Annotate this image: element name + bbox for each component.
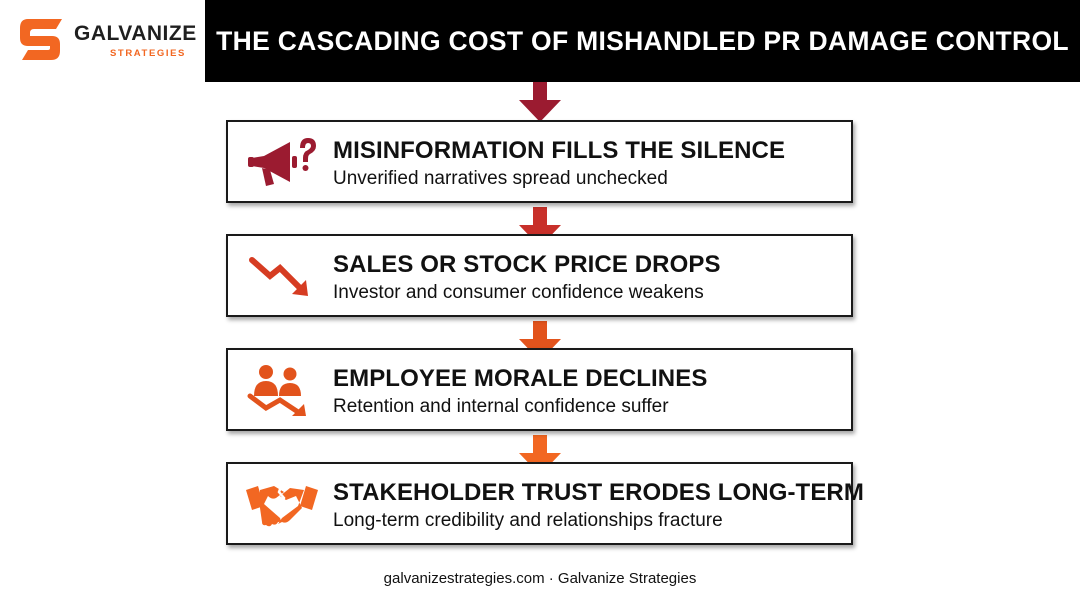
brand-tagline: STRATEGIES <box>110 48 186 59</box>
step-box-sales-drop: SALES OR STOCK PRICE DROPS Investor and … <box>226 234 853 317</box>
down-arrow-icon <box>519 207 561 247</box>
title-banner: THE CASCADING COST OF MISHANDLED PR DAMA… <box>205 0 1080 82</box>
step-heading: SALES OR STOCK PRICE DROPS <box>333 251 721 278</box>
footer-credit: galvanizestrategies.com · Galvanize Stra… <box>383 570 697 587</box>
brand-logo: GALVANIZE STRATEGIES <box>18 14 198 70</box>
page-title: THE CASCADING COST OF MISHANDLED PR DAMA… <box>216 25 1069 56</box>
step-heading: STAKEHOLDER TRUST ERODES LONG-TERM <box>333 479 864 506</box>
step-heading: MISINFORMATION FILLS THE SILENCE <box>333 137 786 164</box>
people-decline-icon <box>247 365 306 416</box>
brand-name: GALVANIZE <box>74 22 197 45</box>
step-description: Investor and consumer confidence weakens <box>333 282 704 303</box>
megaphone-question-icon <box>248 138 316 186</box>
step-box-morale: EMPLOYEE MORALE DECLINES Retention and i… <box>226 348 853 431</box>
step-box-trust: STAKEHOLDER TRUST ERODES LONG-TERM Long-… <box>226 462 864 545</box>
down-arrow-icon <box>519 82 561 122</box>
step-box-misinformation: MISINFORMATION FILLS THE SILENCE Unverif… <box>226 120 853 203</box>
downtrend-arrow-icon <box>249 257 308 296</box>
down-arrow-icon <box>519 435 561 475</box>
step-heading: EMPLOYEE MORALE DECLINES <box>333 365 708 392</box>
down-arrow-icon <box>519 321 561 361</box>
broken-handshake-icon <box>246 483 318 527</box>
step-description: Unverified narratives spread unchecked <box>333 168 668 189</box>
s-monogram-logo <box>20 19 62 60</box>
step-description: Retention and internal confidence suffer <box>333 396 669 417</box>
step-description: Long-term credibility and relationships … <box>333 510 723 531</box>
